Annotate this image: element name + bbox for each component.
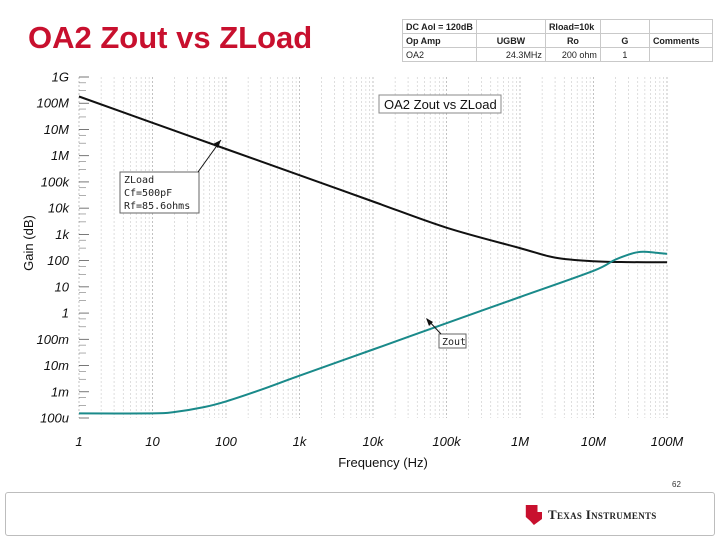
y-tick-label: 10M — [44, 122, 69, 137]
zload-annotation-line: ZLoad — [124, 175, 154, 186]
bode-plot: 100u1m10m100m1101001k10k100k1M10M100M1G … — [21, 70, 683, 471]
series-layer — [78, 95, 668, 415]
slide-title: OA2 Zout vs ZLoad — [28, 20, 313, 55]
zload-annotation-box — [119, 171, 200, 214]
y-tick-label: 1G — [52, 70, 69, 85]
y-tick-label: 1 — [62, 306, 69, 321]
y-tick-label: 100k — [41, 174, 71, 189]
y-tick-label: 100m — [36, 332, 69, 347]
plot-grid — [78, 77, 668, 418]
zload-arrowhead — [213, 140, 221, 148]
y-axis-label: Gain (dB) — [21, 215, 36, 271]
legend-box — [378, 94, 502, 114]
x-tick-label: 10 — [145, 434, 160, 449]
zload-annotation-line: Cf=500pF — [124, 188, 172, 199]
table-cell: OA2 — [402, 47, 477, 62]
table-cell — [648, 47, 713, 62]
x-axis: 1 10 100 1k 10k 100k 1M 10M 100M — [75, 434, 683, 449]
y-axis: 100u 1m 10m 100m 1 10 100 1k 10k 100k 1M 10M 100M 1G — [36, 70, 89, 426]
page-number: 62 — [672, 480, 681, 489]
table-cell: 200 ohm — [544, 47, 601, 62]
zout-arrowhead — [426, 318, 433, 326]
series-line-zload — [78, 95, 668, 264]
legend-title: OA2 Zout vs ZLoad — [384, 97, 497, 112]
ti-logo-icon — [525, 505, 542, 525]
series-line-zout — [78, 250, 668, 415]
texas-instruments-logo: Texas Instruments — [524, 505, 657, 525]
y-tick-label: 100u — [40, 411, 69, 426]
y-tick-label: 10m — [44, 358, 69, 373]
x-tick-label: 1M — [511, 434, 529, 449]
footer-bar — [5, 492, 715, 536]
y-tick-label: 1M — [51, 148, 69, 163]
x-tick-label: 10k — [363, 434, 385, 449]
x-tick-label: 10M — [581, 434, 606, 449]
x-tick-label: 100 — [215, 434, 237, 449]
y-tick-label: 100M — [36, 96, 69, 111]
y-tick-label: 100 — [47, 253, 69, 268]
zout-annotation-label: Zout — [442, 337, 466, 348]
y-tick-label: 1k — [55, 227, 70, 242]
y-tick-label: 10k — [48, 201, 70, 216]
x-tick-label: 100k — [432, 434, 462, 449]
y-tick-label: 10 — [55, 279, 70, 294]
table-row: OA2 24.3MHz 200 ohm 1 — [402, 47, 713, 62]
x-tick-label: 1 — [75, 434, 82, 449]
x-tick-label: 100M — [651, 434, 684, 449]
ti-logo-wordmark: Texas Instruments — [548, 507, 657, 522]
x-axis-label: Frequency (Hz) — [338, 455, 428, 470]
x-tick-label: 1k — [293, 434, 308, 449]
y-tick-label: 1m — [51, 384, 69, 399]
zload-annotation-line: Rf=85.6ohms — [124, 201, 190, 212]
zout-annotation-box — [438, 333, 467, 349]
parameters-table: DC Aol = 120dB Rload=10k Op Amp UGBW Ro … — [402, 19, 713, 62]
